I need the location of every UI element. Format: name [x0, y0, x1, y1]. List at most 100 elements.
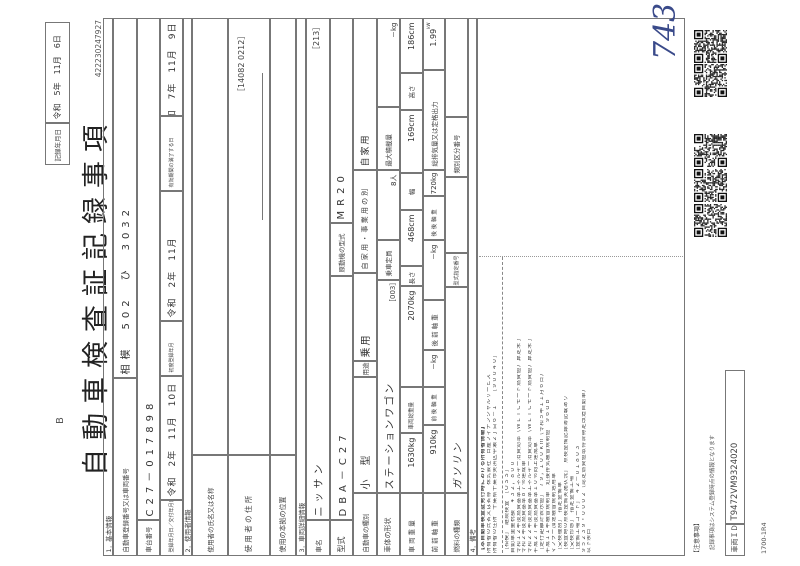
qr-module: [723, 47, 725, 49]
qr-module: [715, 47, 717, 49]
address-underline: [262, 73, 263, 220]
qr-module: [705, 86, 708, 88]
qr-module: [705, 89, 708, 91]
qr-module: [697, 155, 700, 157]
qr-module: [724, 45, 726, 48]
qr-module: [708, 200, 710, 202]
width-label: 幅: [399, 173, 423, 211]
qr-module: [697, 44, 700, 46]
qr-module: [724, 179, 726, 181]
qr-module: [695, 49, 697, 52]
vehicle-kind-value: 小 型: [352, 377, 377, 494]
qr-module: [712, 210, 714, 212]
qr-module: [705, 145, 708, 148]
qr-module: [721, 44, 724, 46]
qr-module: [705, 183, 708, 185]
qr-module: [705, 74, 708, 76]
qr-module: [715, 169, 717, 171]
qr-module: [709, 198, 712, 200]
qr-module: [707, 211, 709, 214]
qr-module: [712, 147, 714, 149]
qr-module: [713, 78, 716, 80]
qr-module: [716, 139, 718, 141]
qr-module: [723, 30, 725, 32]
qr-module: [707, 59, 709, 61]
qr-module: [725, 190, 727, 192]
qr-module: [725, 30, 727, 32]
qr-module: [696, 43, 698, 45]
qr-module: [723, 37, 725, 40]
qr-module: [705, 87, 708, 90]
qr-module: [712, 57, 714, 60]
qr-module: [713, 73, 716, 75]
qr-module: [708, 87, 710, 90]
qr-module: [715, 83, 717, 86]
qr-module: [716, 148, 718, 150]
qr-module: [709, 70, 712, 72]
qr-module: [711, 160, 713, 162]
qr-module: [713, 47, 716, 49]
qr-module: [707, 218, 709, 220]
qr-module: [707, 171, 709, 173]
qr-module: [705, 205, 708, 207]
section-remarks: 4．備考: [467, 18, 477, 557]
qr-module: [715, 137, 717, 140]
qr-module: [720, 149, 722, 152]
qr-module: [723, 35, 725, 37]
qr-module: [716, 67, 718, 70]
qr-module: [715, 213, 717, 215]
qr-module: [704, 33, 706, 36]
qr-module: [701, 217, 704, 219]
qr-module: [695, 77, 697, 79]
qr-module: [711, 77, 713, 79]
qr-module: [715, 179, 717, 181]
qr-module: [723, 44, 725, 46]
qr-module: [712, 136, 714, 138]
qr-module: [695, 149, 697, 152]
qr-module: [697, 81, 700, 83]
qr-module: [707, 52, 709, 54]
qr-module: [701, 147, 704, 149]
qr-module: [724, 152, 726, 154]
qr-module: [704, 153, 706, 156]
qr-module: [708, 69, 710, 71]
height-label: 高さ: [399, 73, 423, 111]
qr-module: [725, 47, 727, 49]
qr-module: [707, 57, 709, 60]
qr-module: [713, 45, 716, 48]
qr-module: [694, 149, 696, 152]
qr-module: [708, 49, 710, 52]
length-label: 長さ: [399, 266, 423, 287]
qr-module: [709, 159, 712, 161]
qr-module: [695, 215, 697, 218]
qr-module: [713, 178, 716, 180]
qr-module: [723, 149, 725, 152]
qr-module: [703, 221, 705, 223]
qr-module: [713, 183, 716, 185]
qr-module: [724, 207, 726, 210]
fuel-type-value: ガソリン: [444, 287, 468, 494]
qr-module: [708, 148, 710, 150]
qr-module: [717, 218, 720, 220]
qr-module: [696, 214, 698, 216]
qr-module: [720, 32, 722, 34]
qr-module: [711, 37, 713, 40]
qr-module: [715, 233, 717, 235]
qr-module: [696, 186, 698, 188]
qr-module: [716, 49, 718, 52]
qr-module: [720, 135, 722, 137]
qr-module: [709, 174, 712, 176]
qr-module: [701, 218, 704, 220]
qr-module: [715, 157, 717, 160]
qr-module: [720, 230, 725, 235]
make-value: ニッサン: [305, 18, 330, 521]
qr-module: [723, 155, 725, 157]
qr-module: [715, 210, 717, 212]
qr-module: [721, 183, 724, 185]
qr-module: [724, 176, 726, 179]
qr-module: [719, 139, 721, 141]
qr-module: [716, 206, 718, 208]
qr-module: [699, 43, 701, 45]
qr-module: [695, 218, 697, 220]
qr-module: [707, 51, 709, 53]
